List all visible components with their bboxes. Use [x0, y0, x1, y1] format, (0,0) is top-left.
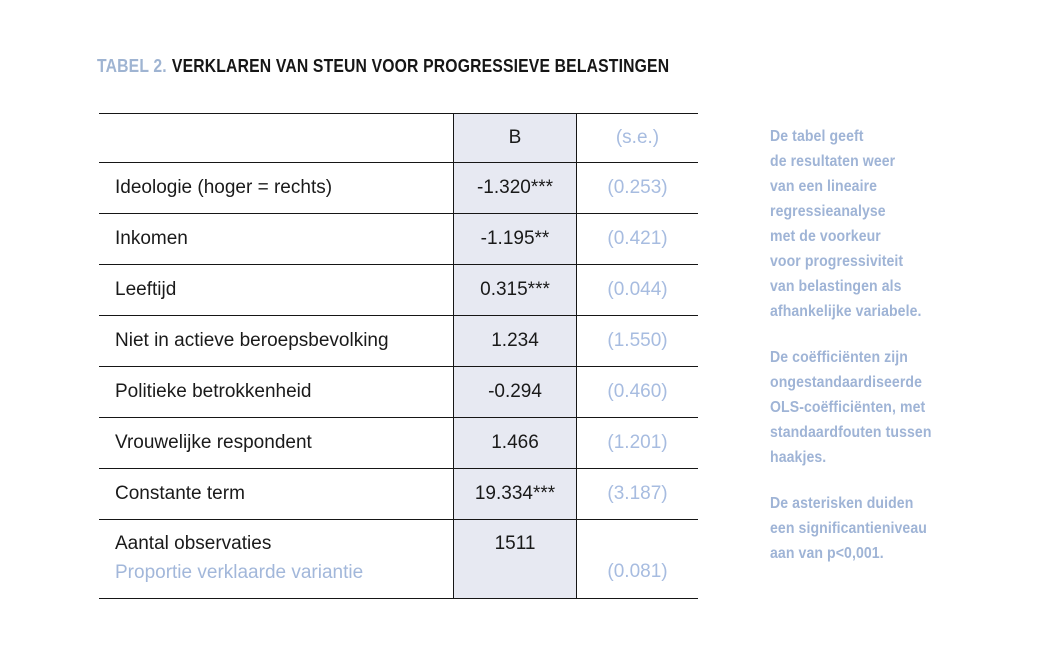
observations-label: Aantal observaties — [115, 533, 272, 554]
observations-value-cell: 1511 — [453, 520, 577, 598]
table-row: Politieke betrokkenheid -0.294 (0.460) — [99, 367, 698, 418]
table-row: Vrouwelijke respondent 1.466 (1.201) — [99, 418, 698, 469]
coefficient-cell: 19.334*** — [453, 469, 577, 519]
row-label: Constante term — [115, 483, 245, 504]
se-cell: (3.187) — [607, 483, 668, 504]
coefficient-cell: 0.315*** — [453, 265, 577, 315]
coefficient-cell: -0.294 — [453, 367, 577, 417]
table-number-label: TABEL 2. — [97, 55, 167, 76]
coefficient-cell: -1.195** — [453, 214, 577, 264]
se-cell: (0.460) — [607, 381, 668, 402]
row-label: Inkomen — [115, 228, 188, 249]
note-paragraph-3: De asterisken duiden een significantieni… — [770, 495, 927, 562]
row-label: Ideologie (hoger = rechts) — [115, 177, 333, 198]
row-label: Niet in actieve beroepsbevolking — [115, 330, 389, 351]
note-paragraph-2: De coëfficiënten zijn ongestandaardiseer… — [770, 349, 932, 466]
header-label-cell — [99, 114, 453, 162]
table-row: Constante term 19.334*** (3.187) — [99, 469, 698, 520]
table-row: Niet in actieve beroepsbevolking 1.234 (… — [99, 316, 698, 367]
coefficient-cell: -1.320*** — [453, 163, 577, 213]
table-title: TABEL 2. VERKLAREN VAN STEUN VOOR PROGRES… — [97, 55, 669, 77]
footer-label-cell: Aantal observaties Proportie verklaarde … — [99, 520, 453, 598]
row-label: Vrouwelijke respondent — [115, 432, 312, 453]
header-se-cell: (s.e.) — [615, 127, 660, 148]
row-label: Politieke betrokkenheid — [115, 381, 312, 402]
table-footer-row: Aantal observaties Proportie verklaarde … — [99, 520, 698, 599]
se-cell: (1.550) — [607, 330, 668, 351]
se-cell: (0.253) — [607, 177, 668, 198]
table-row: Leeftijd 0.315*** (0.044) — [99, 265, 698, 316]
header-coefficient-cell: B — [453, 114, 577, 162]
se-cell: (0.421) — [607, 228, 668, 249]
variance-value-cell: (0.081) — [607, 561, 668, 582]
regression-table: B (s.e.) Ideologie (hoger = rechts) -1.3… — [99, 113, 698, 599]
coefficient-cell: 1.234 — [453, 316, 577, 366]
row-label: Leeftijd — [115, 279, 177, 300]
table-row: Ideologie (hoger = rechts) -1.320*** (0.… — [99, 163, 698, 214]
coefficient-cell: 1.466 — [453, 418, 577, 468]
se-cell: (0.044) — [607, 279, 668, 300]
table-row: Inkomen -1.195** (0.421) — [99, 214, 698, 265]
note-paragraph-1: De tabel geeft de resultaten weer van ee… — [770, 128, 922, 320]
table-header-row: B (s.e.) — [99, 114, 698, 163]
se-cell: (1.201) — [607, 432, 668, 453]
margin-notes: De tabel geeft de resultaten weer van ee… — [770, 124, 955, 587]
variance-label: Proportie verklaarde variantie — [115, 562, 364, 583]
table-title-text: VERKLAREN VAN STEUN VOOR PROGRESSIEVE BE… — [171, 55, 670, 76]
